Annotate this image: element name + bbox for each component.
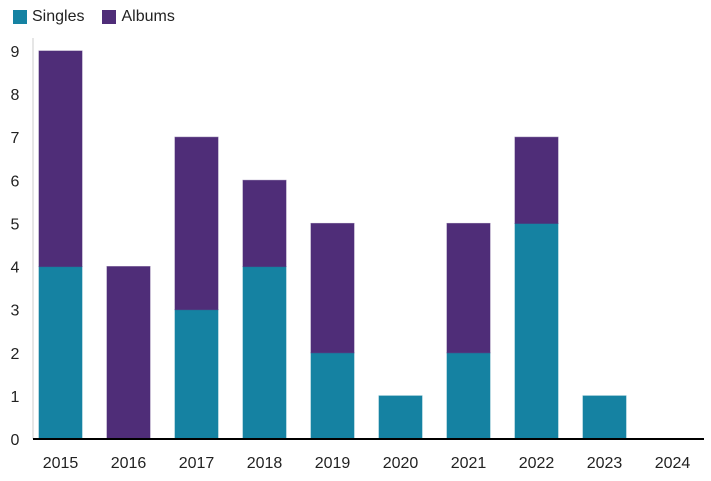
y-tick-label: 9	[11, 44, 20, 61]
legend-label-albums: Albums	[121, 8, 175, 25]
x-tick-label: 2019	[315, 455, 351, 472]
x-tick-label: 2016	[111, 455, 147, 472]
bar-singles-2019	[310, 352, 355, 440]
bar-albums-2019	[310, 222, 355, 354]
legend-item-singles: Singles	[13, 8, 84, 26]
bar-albums-2018	[242, 179, 287, 268]
y-axis-ticks: 0 1 2 3 4 5 6 7 8 9	[11, 44, 20, 449]
x-tick-label: 2024	[655, 455, 691, 472]
bar-singles-2023	[582, 395, 627, 440]
x-tick-label: 2017	[179, 455, 215, 472]
bars	[38, 50, 627, 440]
y-tick-label: 1	[11, 389, 20, 406]
x-tick-label: 2018	[247, 455, 283, 472]
bar-singles-2018	[242, 266, 287, 440]
x-tick-label: 2021	[451, 455, 487, 472]
bar-albums-2021	[446, 222, 491, 354]
legend-swatch-albums	[102, 10, 117, 24]
y-tick-label: 3	[11, 303, 20, 320]
y-tick-label: 2	[11, 346, 20, 363]
bar-albums-2016	[106, 266, 151, 440]
y-tick-label: 6	[11, 173, 20, 190]
x-tick-label: 2020	[383, 455, 419, 472]
x-tick-label: 2015	[43, 455, 79, 472]
bar-albums-2015	[38, 50, 83, 268]
bar-singles-2021	[446, 352, 491, 440]
legend-label-singles: Singles	[32, 8, 85, 25]
x-axis-ticks: 2015 2016 2017 2018 2019 2020 2021 2022 2023 2024	[43, 455, 691, 472]
bar-albums-2017	[174, 136, 219, 311]
x-tick-label: 2023	[587, 455, 623, 472]
bar-singles-2017	[174, 309, 219, 440]
x-tick-label: 2022	[519, 455, 555, 472]
legend-swatch-singles	[13, 10, 27, 24]
y-tick-label: 5	[11, 216, 20, 233]
bar-albums-2022	[514, 136, 559, 224]
y-tick-label: 7	[11, 130, 20, 147]
y-tick-label: 0	[11, 432, 20, 449]
y-tick-label: 4	[11, 260, 20, 277]
bar-singles-2022	[514, 222, 559, 440]
bar-singles-2020	[378, 395, 423, 440]
legend: Singles Albums	[13, 8, 193, 26]
y-tick-label: 8	[11, 87, 20, 104]
bar-singles-2015	[38, 266, 83, 440]
legend-item-albums: Albums	[102, 8, 175, 26]
